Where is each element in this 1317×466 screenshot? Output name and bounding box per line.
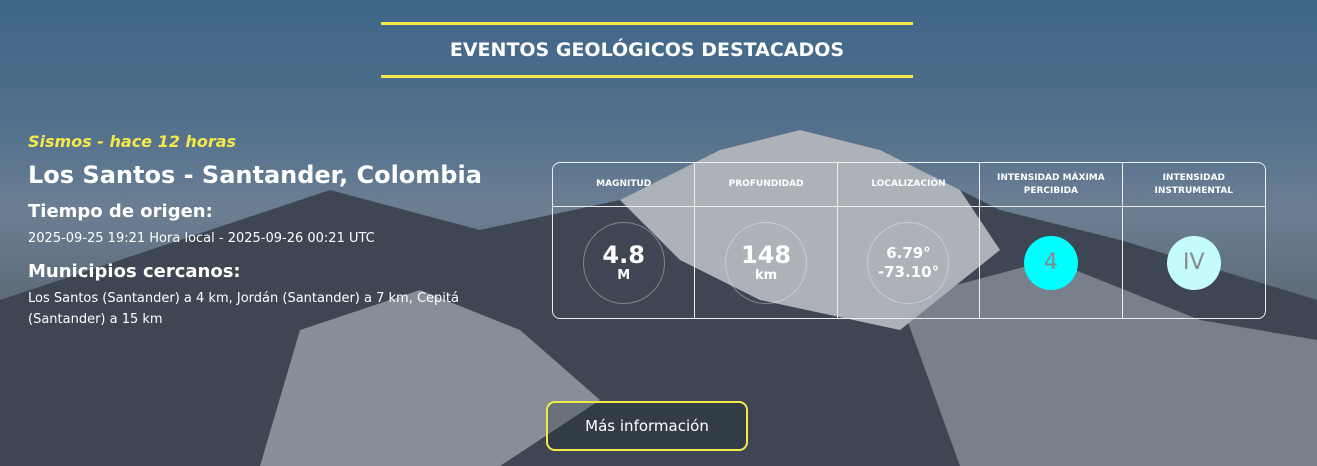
section-title-text: EVENTOS GEOLÓGICOS DESTACADOS [449, 39, 845, 61]
magnitude-value: 4.8 [602, 241, 645, 269]
event-details: Sismos - hace 12 horas Los Santos - Sant… [28, 132, 508, 330]
magnitude-unit: M [617, 268, 631, 283]
location-cell: 6.79° -73.10° [838, 207, 981, 318]
section-title: EVENTOS GEOLÓGICOS DESTACADOS [381, 22, 913, 78]
instrumental-intensity-badge: IV [1166, 235, 1221, 290]
depth-value: 148 [741, 241, 792, 269]
origin-label: Tiempo de origen: [28, 201, 213, 222]
event-location: Los Santos - Santander, Colombia [28, 161, 482, 189]
origin-value: 2025-09-25 19:21 Hora local - 2025-09-26… [28, 231, 375, 246]
header-magnitude: MAGNITUD [553, 163, 696, 207]
header-depth: PROFUNDIDAD [695, 163, 838, 207]
max-intensity-cell: 4 [980, 207, 1123, 318]
depth-unit: km [754, 268, 778, 283]
header-max-intensity: INTENSIDAD MÁXIMA PERCIBIDA [980, 163, 1123, 207]
latitude: 6.79° [886, 243, 931, 262]
more-info-button[interactable]: Más información [546, 401, 748, 451]
nearby-label: Municipios cercanos: [28, 261, 241, 282]
max-intensity-badge: 4 [1023, 235, 1078, 290]
longitude: -73.10° [877, 262, 940, 281]
nearby-value: Los Santos (Santander) a 4 km, Jordán (S… [28, 291, 459, 327]
depth-cell: 148 km [695, 207, 838, 318]
instrumental-intensity-cell: IV [1123, 207, 1265, 318]
header-location: LOCALIZACIÓN [837, 163, 981, 207]
magnitude-cell: 4.8 M [553, 207, 696, 318]
event-metrics-table: MAGNITUD PROFUNDIDAD LOCALIZACIÓN INTENS… [552, 162, 1266, 319]
header-instrumental-intensity: INTENSIDAD INSTRUMENTAL [1122, 163, 1265, 207]
event-subtitle: Sismos - hace 12 horas [28, 132, 237, 151]
